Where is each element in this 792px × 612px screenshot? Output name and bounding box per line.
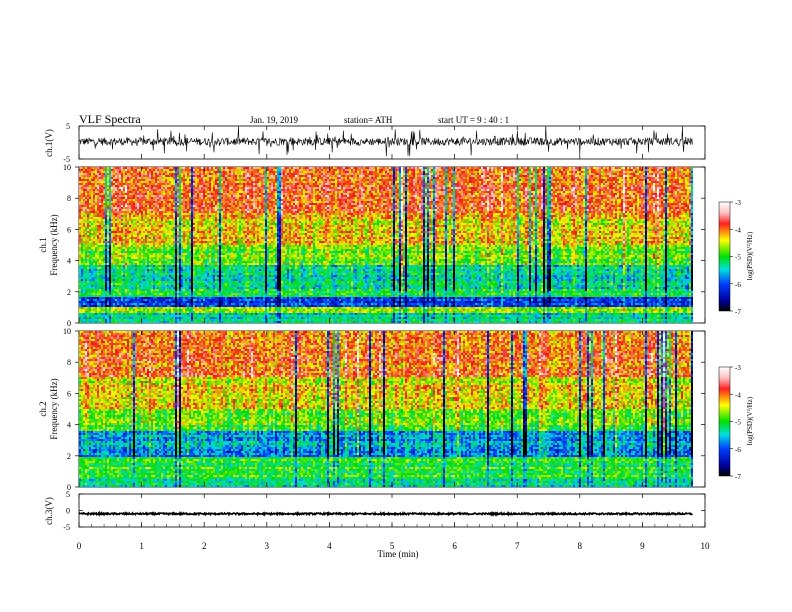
start-ut-label: start UT = 9 : 40 : 1	[438, 115, 509, 125]
ch1-spectrogram-tick-label: 0	[67, 319, 71, 328]
time-axis-tick-label: 3	[265, 541, 270, 551]
ch1-spectrogram-tick-label: 2	[67, 288, 71, 297]
time-axis-tick-label: 7	[515, 541, 520, 551]
ch1-waveform-tick-label: 5	[66, 122, 70, 131]
ch2-colorbar: -3 -4 -5 -6 -7 log(PSD)(V²/Hz)	[718, 364, 754, 481]
ch1-colorbar-tick-label: -7	[735, 308, 741, 316]
time-axis-tick-label: 5	[390, 541, 395, 551]
time-axis-tick-label: 0	[77, 541, 82, 551]
ch3-waveform-yticks: 5 0 -5	[63, 490, 705, 532]
date-label: Jan. 19, 2019	[250, 115, 298, 125]
ch1-colorbar-label: log(PSD)(V²/Hz)	[746, 231, 754, 280]
ch1-spectrogram-yticks: 0 2 4 6 8 10	[63, 163, 705, 328]
ch1-waveform-line	[78, 125, 693, 157]
ch2-colorbar-tick-label: -5	[735, 419, 741, 427]
ch2-spectrogram-ylabel-2: Frequency (kHz)	[49, 378, 59, 439]
ch3-waveform-panel: 5 0 -5 ch.3(V)	[44, 490, 706, 532]
ch2-colorbar-tick-label: -6	[735, 446, 741, 454]
ch1-spectrogram-ylabel-1: ch.1	[38, 237, 48, 252]
ch1-spectrogram-ylabel-2: Frequency (kHz)	[49, 214, 59, 275]
ch1-spectrogram-image	[79, 167, 693, 323]
ch3-waveform-ylabel: ch.3(V)	[44, 497, 54, 525]
time-axis-tick-label: 1	[139, 541, 144, 551]
time-axis-tick-label: 9	[640, 541, 645, 551]
ch2-spectrogram-tick-label: 8	[67, 358, 71, 367]
ch1-colorbar: -3 -4 -5 -6 -7 log(PSD)(V²/Hz)	[718, 199, 754, 316]
ch1-waveform-ylabel: ch.1(V)	[44, 129, 54, 157]
ch2-spectrogram-tick-label: 10	[63, 327, 71, 336]
time-axis-tick-label: 4	[327, 541, 332, 551]
ch3-waveform-tick-label: 0	[66, 507, 70, 516]
time-axis-tick-label: 6	[452, 541, 457, 551]
ch2-colorbar-tick-label: -4	[735, 391, 741, 399]
ch2-colorbar-tick-label: -3	[735, 364, 741, 372]
ch1-waveform-tick-label: -5	[63, 155, 70, 164]
time-axis-label: Time (min)	[378, 549, 419, 559]
ch2-spectrogram-ylabel-1: ch.2	[38, 401, 48, 416]
ch1-colorbar-tick-label: -5	[735, 254, 741, 262]
time-axis: 0 1 2 3 4 5 6 7 8 9 10	[77, 126, 710, 551]
ch2-spectrogram-tick-label: 0	[67, 483, 71, 492]
ch2-spectrogram-tick-label: 4	[67, 421, 71, 430]
ch2-spectrogram-image	[79, 331, 693, 487]
time-axis-tick-label: 2	[202, 541, 207, 551]
time-axis-tick-label: 10	[701, 541, 711, 551]
ch1-spectrogram-tick-label: 4	[67, 257, 71, 266]
ch1-colorbar-gradient	[718, 201, 731, 312]
ch1-spectrogram-tick-label: 6	[67, 225, 71, 234]
ch1-spectrogram-tick-label: 10	[63, 163, 71, 172]
ch2-spectrogram-yticks: 0 2 4 6 8 10	[63, 327, 705, 492]
ch1-colorbar-tick-label: -6	[735, 281, 741, 289]
ch1-waveform-yticks: 5 -5	[63, 122, 705, 164]
ch1-spectrogram-panel: 0 2 4 6 8 10 ch.1 Frequency (kHz)	[38, 163, 706, 328]
ch2-spectrogram-tick-label: 6	[67, 389, 71, 398]
figure-title: VLF Spectra	[79, 112, 141, 126]
ch2-spectrogram-panel: 0 2 4 6 8 10 ch.2 Frequency (kHz)	[38, 327, 706, 492]
ch1-colorbar-tick-label: -4	[735, 226, 741, 234]
ch1-colorbar-ticks: -3 -4 -5 -6 -7	[730, 199, 741, 316]
ch2-colorbar-ticks: -3 -4 -5 -6 -7	[730, 364, 741, 481]
station-label: station= ATH	[344, 115, 393, 125]
ch1-waveform-panel: 5 -5 ch.1(V)	[44, 122, 706, 164]
ch2-spectrogram-tick-label: 2	[67, 452, 71, 461]
ch3-waveform-tick-label: -5	[63, 523, 70, 532]
ch1-colorbar-tick-label: -3	[735, 199, 741, 207]
ch3-waveform-tick-label: 5	[66, 490, 70, 499]
ch3-waveform-line	[78, 510, 693, 517]
time-axis-tick-label: 8	[578, 541, 583, 551]
ch2-colorbar-label: log(PSD)(V²/Hz)	[746, 396, 754, 445]
ch1-spectrogram-tick-label: 8	[67, 194, 71, 203]
ch2-colorbar-tick-label: -7	[735, 473, 741, 481]
ch2-colorbar-gradient	[718, 366, 731, 477]
